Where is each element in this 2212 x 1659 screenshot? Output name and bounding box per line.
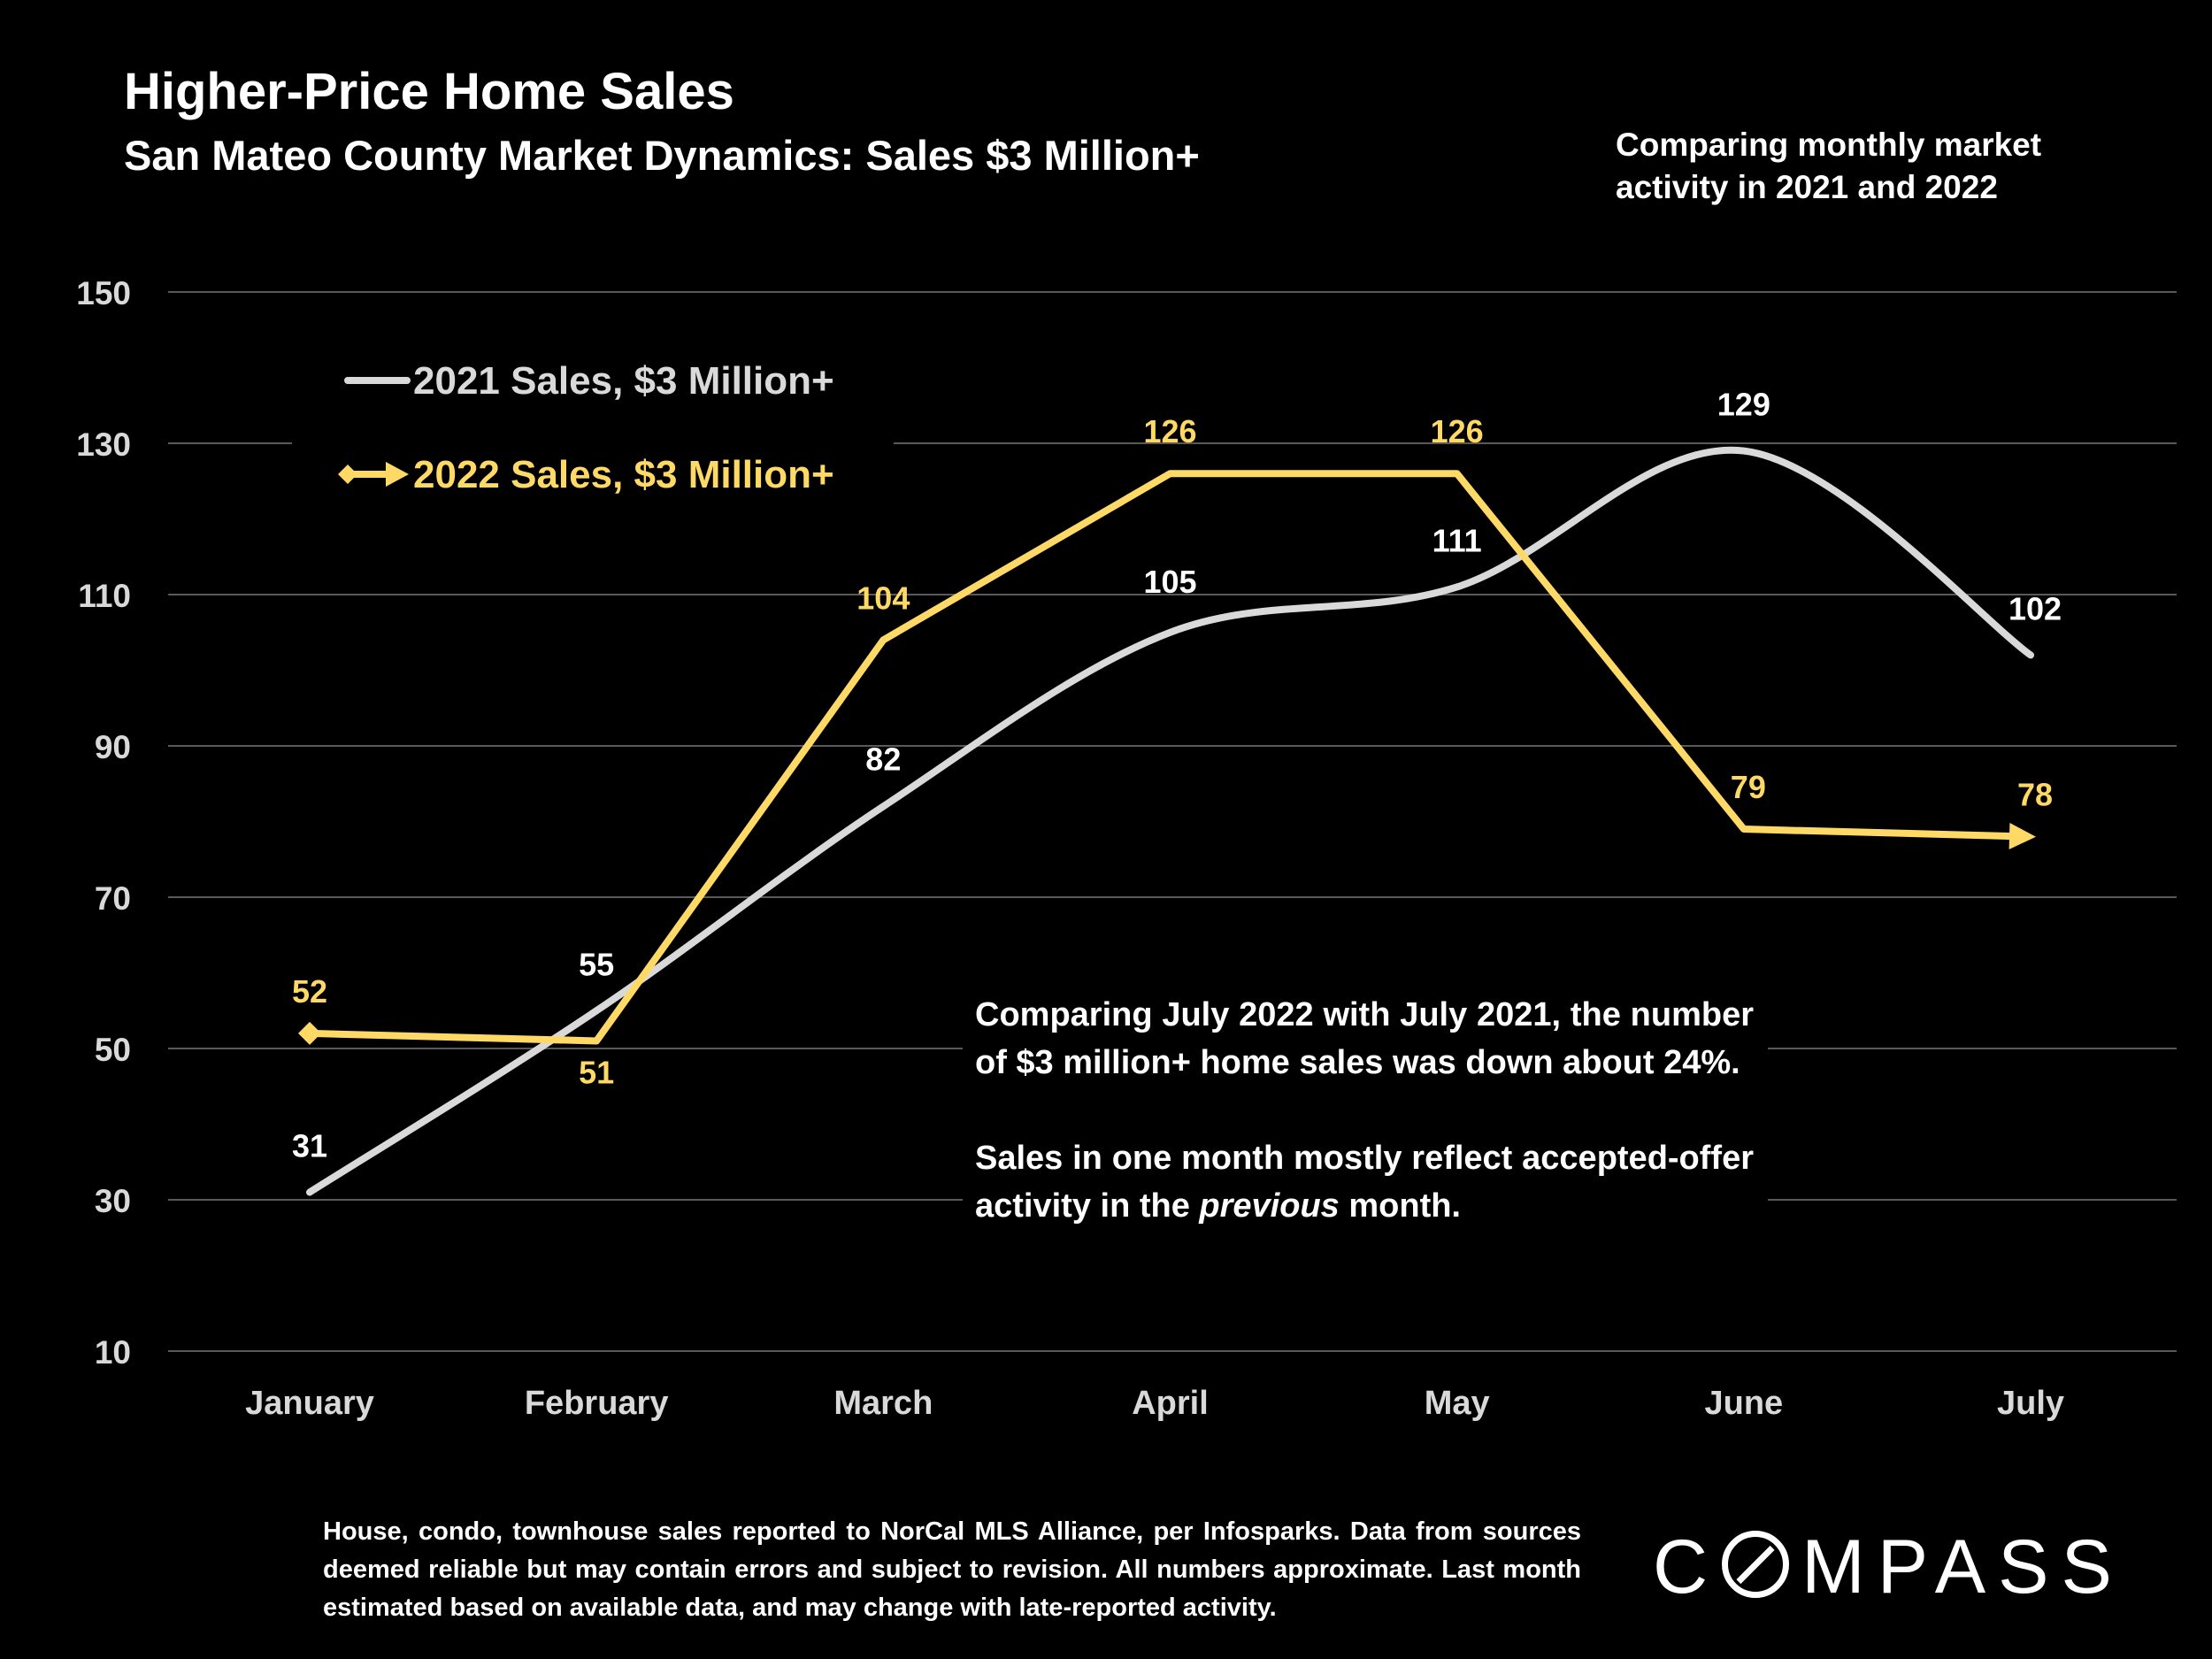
data-label-2021: 82 (865, 741, 901, 777)
y-tick-label: 90 (95, 729, 131, 765)
y-tick-label: 10 (95, 1334, 131, 1371)
annotation-box: Comparing July 2022 with July 2021, the … (963, 980, 1768, 1240)
x-tick-label: February (525, 1385, 669, 1422)
compass-logo: C MPASS (1653, 1524, 2124, 1611)
y-tick-label: 30 (95, 1183, 131, 1219)
data-label-2021: 55 (579, 946, 614, 982)
annotation-paragraph-1: Comparing July 2022 with July 2021, the … (975, 996, 1754, 1081)
source-footnote: House, condo, townhouse sales reported t… (323, 1517, 1581, 1622)
corner-note: Comparing monthly market activity in 202… (1616, 127, 2042, 205)
series-2021-line (306, 446, 2034, 1196)
annotation-emphasis: previous (1199, 1187, 1340, 1225)
y-tick-label: 50 (95, 1032, 131, 1068)
data-label-2022: 104 (856, 580, 910, 616)
data-label-2022: 126 (1143, 413, 1196, 449)
series-2022-line (306, 470, 2017, 1045)
data-label-2021: 102 (2008, 590, 2062, 626)
y-tick-label: 150 (76, 275, 131, 311)
annotation-text-before: Sales in one month mostly reflect accept… (975, 1140, 1754, 1225)
data-label-2022: 78 (2017, 777, 2053, 813)
x-tick-label: May (1425, 1385, 1490, 1422)
x-tick-label: June (1704, 1385, 1783, 1422)
x-tick-label: July (1997, 1385, 2064, 1422)
logo-slashed-o-icon (1722, 1531, 1790, 1598)
chart-subtitle: San Mateo County Market Dynamics: Sales … (124, 132, 1200, 179)
logo-text-start: C (1653, 1525, 1721, 1609)
legend-2022-diamond (338, 465, 357, 484)
data-label-2022: 52 (292, 973, 327, 1010)
legend-2022-label: 2022 Sales, $3 Million+ (413, 453, 834, 496)
annotation-paragraph-2: Sales in one month mostly reflect accept… (975, 1134, 1754, 1230)
annotation-text-after: month. (1339, 1187, 1461, 1225)
x-tick-label: March (833, 1385, 933, 1422)
data-label-2021: 129 (1717, 387, 1770, 423)
y-tick-label: 110 (78, 578, 131, 614)
data-label-2022: 79 (1731, 769, 1766, 805)
data-label-2021: 105 (1143, 564, 1196, 600)
legend-2022-arrow (386, 462, 409, 487)
data-label-2021: 31 (292, 1127, 327, 1164)
x-tick-label: January (245, 1385, 374, 1422)
legend-background (292, 341, 894, 513)
data-label-2022: 51 (579, 1054, 614, 1090)
chart-title: Higher-Price Home Sales (124, 63, 734, 120)
y-tick-label: 70 (95, 880, 131, 917)
series-2022-end-arrow (2008, 822, 2036, 849)
series-2022-start-diamond (298, 1021, 321, 1045)
x-tick-label: April (1132, 1385, 1209, 1422)
logo-text-end: MPASS (1801, 1525, 2124, 1609)
data-label-2021: 111 (1432, 522, 1482, 558)
legend-2021-label: 2021 Sales, $3 Million+ (413, 359, 834, 403)
data-label-2022: 126 (1431, 413, 1484, 449)
y-tick-label: 130 (76, 426, 131, 463)
